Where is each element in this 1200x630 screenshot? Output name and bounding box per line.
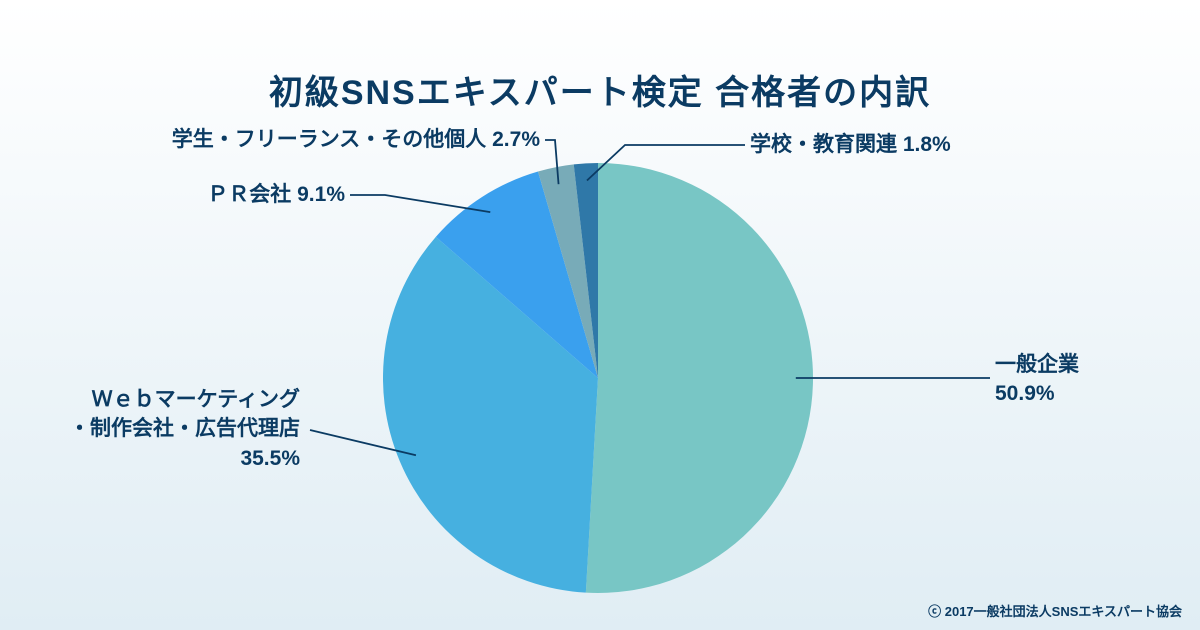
label-general: 一般企業 50.9% xyxy=(995,350,1079,409)
label-line: Ｗｅｂマーケティング xyxy=(92,388,300,411)
copyright-text: ⓒ 2017一般社団法人SNSエキスパート協会 xyxy=(928,601,1182,620)
label-student: 学生・フリーランス・その他個人 2.7% xyxy=(172,125,540,154)
label-line: ・制作会社・広告代理店 xyxy=(69,417,300,440)
label-webmarketing: Ｗｅｂマーケティング・制作会社・広告代理店 35.5% xyxy=(69,385,300,473)
label-pr: ＰＲ会社 9.1% xyxy=(207,180,345,209)
pie-slice-general xyxy=(586,163,813,593)
label-line: 50.9% xyxy=(995,382,1055,405)
label-line: 35.5% xyxy=(240,447,300,470)
chart-page: 初級SNSエキスパート検定 合格者の内訳 一般企業50.9% Ｗｅｂマーケティン… xyxy=(0,0,1200,630)
pie-chart xyxy=(0,0,1200,630)
label-line: 学生・フリーランス・その他個人 2.7% xyxy=(172,128,540,151)
leader-line-pr xyxy=(350,195,490,212)
label-line: ＰＲ会社 9.1% xyxy=(207,183,345,206)
label-line: 一般企業 xyxy=(995,353,1079,376)
label-school: 学校・教育関連 1.8% xyxy=(750,130,951,159)
label-line: 学校・教育関連 1.8% xyxy=(750,133,951,156)
